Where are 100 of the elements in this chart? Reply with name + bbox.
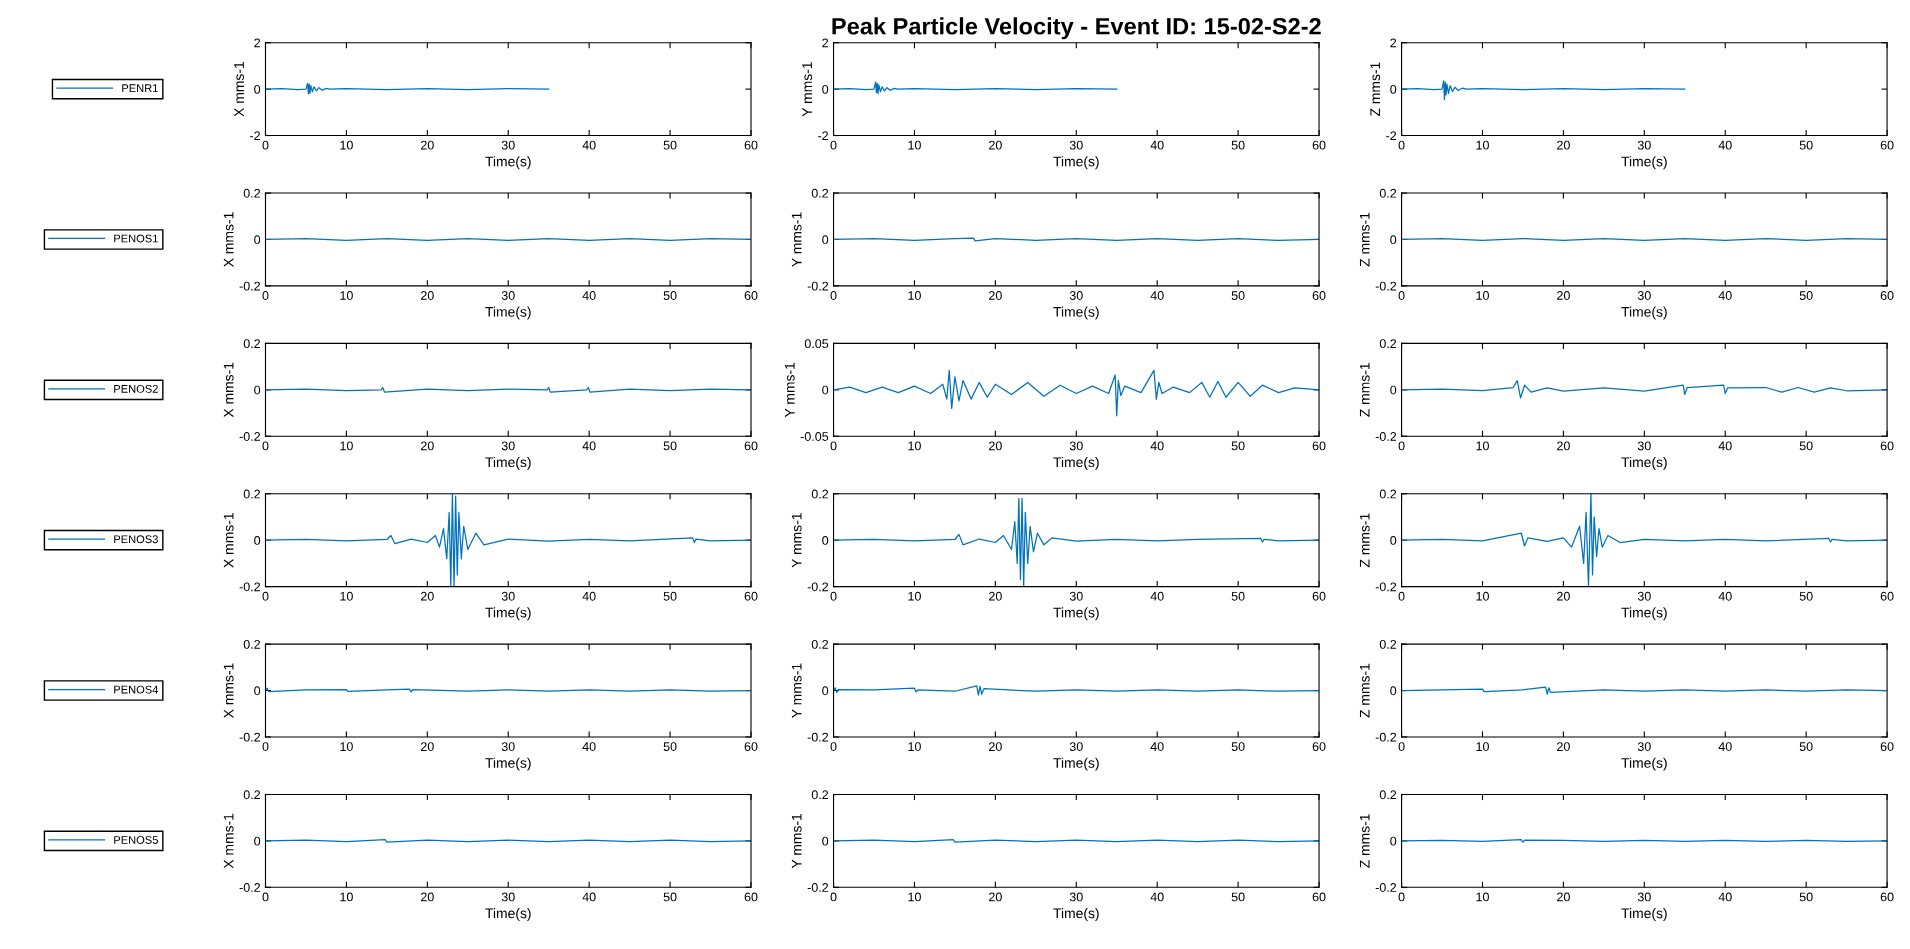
- y-tick-label: 0: [822, 836, 829, 846]
- x-tick-label: 60: [1880, 441, 1894, 451]
- x-axis-title: Time(s): [1621, 306, 1667, 320]
- y-axis-title: Y mms-1: [791, 813, 802, 869]
- x-tick-label: 30: [501, 291, 515, 300]
- x-axis-title: Time(s): [1053, 456, 1099, 470]
- y-tick-label: -0.2: [239, 281, 260, 291]
- y-axis-title: X mms-1: [223, 513, 234, 568]
- x-axis-title: Time(s): [1053, 607, 1099, 621]
- x-tick-label: 20: [421, 140, 434, 150]
- x-tick-label: 60: [1880, 892, 1894, 902]
- x-tick-label: 40: [582, 742, 596, 751]
- x-tick-label: 20: [989, 441, 1002, 451]
- line-series: [1401, 493, 1888, 587]
- y-tick-label: 0.2: [811, 489, 829, 499]
- x-tick-label: 30: [1637, 591, 1651, 601]
- y-tick-label: 0: [822, 686, 829, 696]
- x-tick-label: 50: [663, 892, 677, 902]
- x-tick-label: 50: [1799, 291, 1813, 300]
- text: PENOS3: [114, 535, 158, 544]
- x-tick-label: 40: [582, 140, 596, 150]
- x-tick-label: 60: [744, 742, 758, 751]
- x-axis-title: Time(s): [1053, 908, 1099, 921]
- y-tick-label: -2: [1386, 131, 1397, 141]
- x-tick-label: 20: [1557, 591, 1570, 601]
- y-tick-label: 0: [822, 235, 829, 245]
- line-series: [1401, 80, 1686, 101]
- y-axis-title: X mms-1: [223, 663, 234, 719]
- x-tick-label: 20: [989, 291, 1002, 300]
- x-tick-label: 30: [501, 441, 515, 451]
- x-tick-label: 50: [663, 742, 677, 751]
- x-tick-label: 50: [663, 140, 677, 150]
- x-tick-label: 10: [1476, 291, 1489, 300]
- y-tick-label: 0.2: [811, 188, 829, 198]
- x-tick-label: 40: [582, 291, 596, 300]
- y-tick-label: 0: [254, 385, 261, 395]
- x-tick-label: 60: [744, 441, 758, 451]
- y-tick-label: -0.2: [1375, 883, 1397, 892]
- x-tick-label: 10: [340, 140, 353, 150]
- y-tick-label: 0: [1390, 836, 1397, 846]
- y-tick-label: -0.2: [239, 432, 260, 441]
- x-tick-label: 30: [1069, 140, 1083, 150]
- x-tick-label: 0: [262, 892, 269, 902]
- x-tick-label: 0: [830, 441, 837, 451]
- x-tick-label: 40: [1150, 441, 1164, 451]
- x-tick-label: 60: [1880, 291, 1894, 300]
- x-tick-label: 0: [262, 742, 269, 751]
- y-tick-label: 0: [254, 836, 261, 846]
- x-tick-label: 30: [501, 140, 515, 150]
- text: PENOS4: [114, 685, 159, 694]
- x-axis-title: Time(s): [1621, 456, 1667, 470]
- line-series: [1401, 379, 1888, 399]
- x-tick-label: 50: [663, 441, 677, 451]
- x-tick-label: 20: [1557, 140, 1570, 150]
- y-tick-label: -0.2: [1375, 582, 1397, 592]
- y-tick-label: 0.2: [1379, 188, 1397, 198]
- x-tick-label: 10: [908, 591, 921, 601]
- x-tick-label: 0: [262, 291, 269, 300]
- y-tick-label: -0.2: [239, 883, 260, 892]
- y-tick-label: -0.2: [239, 732, 260, 742]
- line-series: [833, 369, 1320, 417]
- x-tick-label: 10: [908, 441, 921, 451]
- y-axis-title: Y mms-1: [802, 62, 813, 117]
- x-tick-label: 60: [1312, 140, 1326, 150]
- text: PENOS1: [114, 234, 158, 243]
- y-tick-label: -0.2: [807, 281, 829, 291]
- x-tick-label: 0: [1398, 892, 1405, 902]
- y-tick-label: -0.2: [1375, 732, 1397, 742]
- x-tick-label: 20: [421, 441, 434, 451]
- line-series: [1401, 686, 1888, 695]
- x-tick-label: 50: [1799, 892, 1813, 902]
- x-tick-label: 30: [1637, 892, 1651, 902]
- x-tick-label: 20: [989, 140, 1002, 150]
- line-series: [265, 493, 751, 587]
- x-tick-label: 0: [1398, 441, 1405, 451]
- x-tick-label: 20: [1557, 892, 1570, 902]
- x-tick-label: 30: [1069, 291, 1083, 300]
- x-tick-label: 30: [1069, 441, 1083, 451]
- y-tick-label: 0: [254, 235, 261, 245]
- y-tick-label: 0: [254, 535, 261, 545]
- x-tick-label: 0: [262, 591, 269, 601]
- x-tick-label: 50: [1799, 441, 1813, 451]
- line-series: [265, 82, 550, 95]
- x-axis-title: Time(s): [1621, 757, 1667, 771]
- x-tick-label: 40: [582, 441, 596, 451]
- x-tick-label: 0: [830, 742, 837, 751]
- y-tick-label: -0.2: [1375, 281, 1397, 291]
- x-tick-label: 30: [1637, 441, 1651, 451]
- y-tick-label: 0: [254, 84, 261, 94]
- y-tick-label: 0: [1390, 385, 1397, 395]
- y-axis-title: Z mms-1: [1359, 663, 1370, 718]
- y-tick-label: 0.2: [1379, 489, 1397, 499]
- y-tick-label: 2: [822, 38, 829, 48]
- x-tick-label: 60: [1312, 591, 1326, 601]
- x-tick-label: 0: [830, 892, 837, 902]
- x-tick-label: 10: [1476, 140, 1489, 150]
- x-tick-label: 50: [1799, 140, 1813, 150]
- y-tick-label: 0.2: [243, 790, 260, 800]
- x-tick-label: 10: [1476, 742, 1489, 751]
- y-tick-label: 0: [822, 84, 829, 94]
